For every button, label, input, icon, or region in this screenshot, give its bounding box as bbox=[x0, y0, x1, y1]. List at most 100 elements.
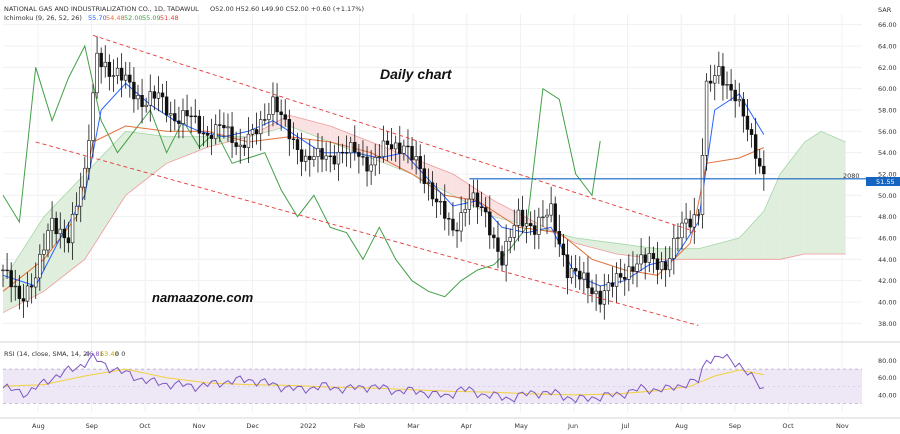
currency-label: SAR bbox=[878, 6, 892, 14]
candlesticks bbox=[1, 36, 766, 320]
candle-body bbox=[25, 285, 30, 302]
candle-body bbox=[594, 290, 598, 295]
candle-body bbox=[565, 254, 570, 279]
candle-body bbox=[639, 254, 643, 265]
candle-body bbox=[303, 155, 308, 162]
candle-body bbox=[647, 253, 651, 263]
candle-body bbox=[91, 92, 95, 141]
candle-body bbox=[226, 126, 230, 129]
rsi-line bbox=[2, 352, 764, 404]
candle-body bbox=[700, 155, 705, 215]
candle-body bbox=[520, 209, 525, 227]
candle-body bbox=[721, 66, 725, 86]
candle-body bbox=[144, 104, 148, 107]
x-tick-label: May bbox=[514, 422, 528, 430]
candle-body bbox=[406, 145, 410, 148]
candle-body bbox=[414, 156, 418, 161]
candle-body bbox=[263, 119, 267, 121]
candle-body bbox=[328, 155, 332, 158]
candle-body bbox=[713, 75, 717, 84]
candle-body bbox=[459, 212, 463, 232]
candle-body bbox=[258, 119, 263, 135]
cloud-segment bbox=[125, 131, 167, 196]
candle-body bbox=[422, 168, 427, 184]
candle-body bbox=[299, 149, 304, 162]
candle-body bbox=[111, 75, 116, 77]
candle-body bbox=[209, 135, 214, 139]
rsi-label: RSI (14, close, SMA, 14, 2) bbox=[4, 350, 90, 358]
candle-body bbox=[99, 52, 103, 68]
candle-body bbox=[758, 158, 762, 167]
x-tick-label: Oct bbox=[139, 422, 151, 430]
candle-body bbox=[58, 228, 62, 235]
candle-body bbox=[279, 111, 283, 115]
candle-body bbox=[610, 282, 615, 287]
rsi-value: 46.81 bbox=[85, 350, 104, 358]
cloud-segment bbox=[289, 115, 331, 142]
x-tick-label: Jul bbox=[621, 422, 630, 430]
rsi-ma-line bbox=[2, 368, 764, 396]
candle-body bbox=[17, 285, 22, 299]
candle-body bbox=[148, 91, 152, 106]
candle-body bbox=[324, 155, 328, 160]
candle-body bbox=[524, 223, 529, 227]
daily-chart-annotation: Daily chart bbox=[380, 66, 453, 82]
candle-body bbox=[614, 273, 619, 287]
candle-body bbox=[79, 186, 83, 207]
candle-body bbox=[238, 144, 242, 147]
candle-body bbox=[66, 237, 71, 244]
y-tick-label: 48.00 bbox=[878, 213, 897, 221]
candle-body bbox=[62, 228, 67, 239]
candle-body bbox=[741, 99, 746, 117]
candle-body bbox=[704, 80, 709, 156]
y-tick-label: 52.00 bbox=[878, 171, 897, 179]
candle-body bbox=[475, 192, 480, 208]
y-tick-label: 58.00 bbox=[878, 107, 897, 115]
y-tick-label: 42.00 bbox=[878, 277, 897, 285]
candle-body bbox=[385, 140, 390, 145]
candle-body bbox=[54, 217, 58, 235]
candle-body bbox=[38, 254, 42, 279]
candle-body bbox=[312, 156, 316, 160]
ichimoku-label: Ichimoku (9, 26, 52, 26) bbox=[4, 14, 82, 22]
rsi-ma-value: 63.48 bbox=[100, 350, 119, 358]
candle-body bbox=[643, 254, 647, 263]
candle-body bbox=[663, 261, 668, 271]
candle-body bbox=[119, 67, 124, 81]
price-tag: 51.55 bbox=[876, 178, 895, 186]
candle-body bbox=[369, 164, 373, 172]
ohlc-readout: O52.00 H52.60 L49.90 C52.00 +0.60 (+1.17… bbox=[210, 5, 364, 13]
y-tick-label: 66.00 bbox=[878, 21, 897, 29]
candle-body bbox=[479, 206, 484, 208]
candle-body bbox=[140, 95, 144, 107]
candle-body bbox=[533, 225, 537, 235]
candle-body bbox=[234, 142, 238, 147]
candle-body bbox=[128, 74, 132, 83]
candle-body bbox=[668, 258, 672, 271]
candle-body bbox=[504, 240, 508, 266]
candle-body bbox=[582, 272, 586, 280]
candle-body bbox=[267, 113, 271, 120]
x-tick-label: Feb bbox=[354, 422, 366, 430]
candle-body bbox=[717, 66, 721, 76]
cloud-segment bbox=[698, 238, 740, 260]
candle-body bbox=[160, 92, 165, 98]
candle-body bbox=[402, 145, 406, 154]
x-tick-label: Nov bbox=[193, 422, 206, 430]
cloud-segment bbox=[780, 142, 805, 260]
rsi-y-tick-label: 60.00 bbox=[878, 374, 897, 382]
ichimoku-value-tenkan: 55.70 bbox=[88, 14, 107, 22]
candle-body bbox=[205, 133, 210, 136]
candle-body bbox=[545, 214, 549, 218]
cloud-segment bbox=[804, 131, 822, 254]
candle-body bbox=[152, 91, 157, 99]
cloud-segment bbox=[3, 216, 44, 313]
candle-body bbox=[353, 142, 357, 153]
x-tick-label: Nov bbox=[836, 422, 849, 430]
candle-body bbox=[455, 229, 459, 232]
x-tick-label: Jun bbox=[567, 422, 578, 430]
candle-body bbox=[488, 211, 492, 236]
cloud-segment bbox=[821, 131, 846, 254]
candle-body bbox=[136, 95, 140, 100]
x-tick-label: Sep bbox=[729, 422, 741, 430]
